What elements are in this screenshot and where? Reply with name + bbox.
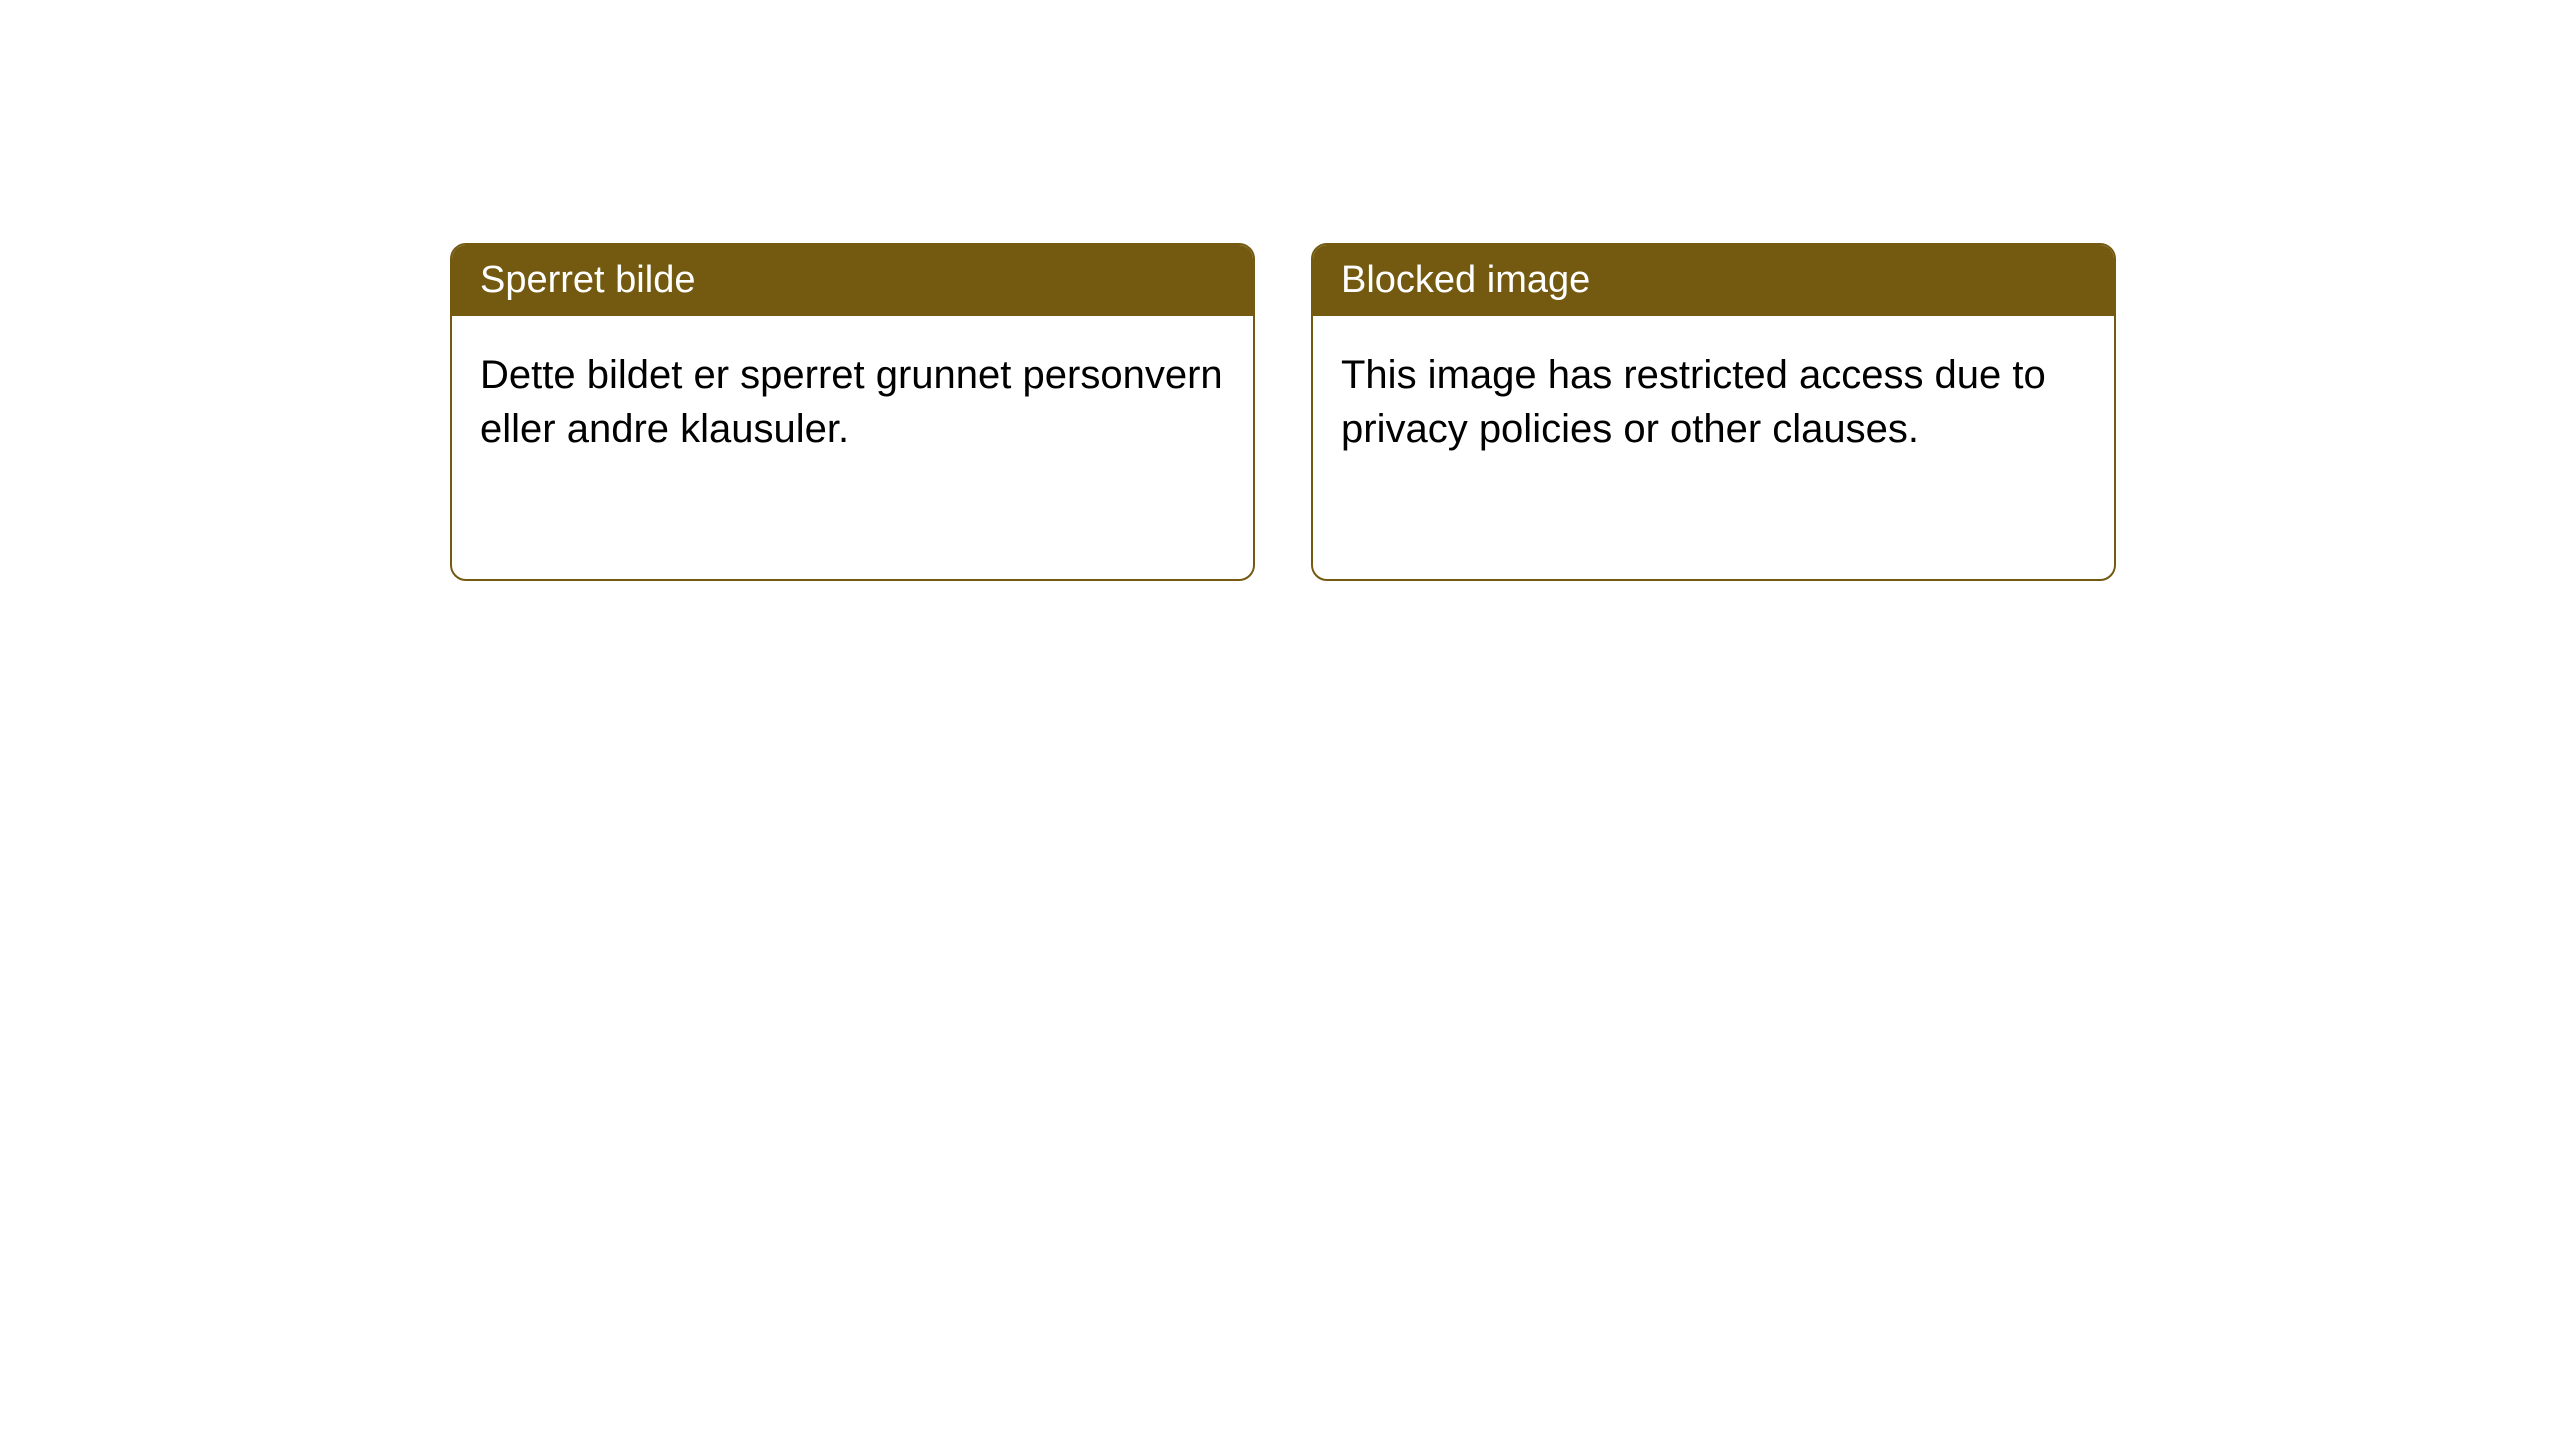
card-header: Blocked image — [1313, 245, 2114, 316]
card-body: Dette bildet er sperret grunnet personve… — [452, 316, 1253, 488]
card-header: Sperret bilde — [452, 245, 1253, 316]
card-body: This image has restricted access due to … — [1313, 316, 2114, 488]
card-body-text: Dette bildet er sperret grunnet personve… — [480, 353, 1223, 451]
notice-card-norwegian: Sperret bilde Dette bildet er sperret gr… — [450, 243, 1255, 581]
card-title: Sperret bilde — [480, 259, 695, 301]
notice-cards-container: Sperret bilde Dette bildet er sperret gr… — [450, 243, 2116, 581]
card-body-text: This image has restricted access due to … — [1341, 353, 2046, 451]
notice-card-english: Blocked image This image has restricted … — [1311, 243, 2116, 581]
card-title: Blocked image — [1341, 259, 1590, 301]
